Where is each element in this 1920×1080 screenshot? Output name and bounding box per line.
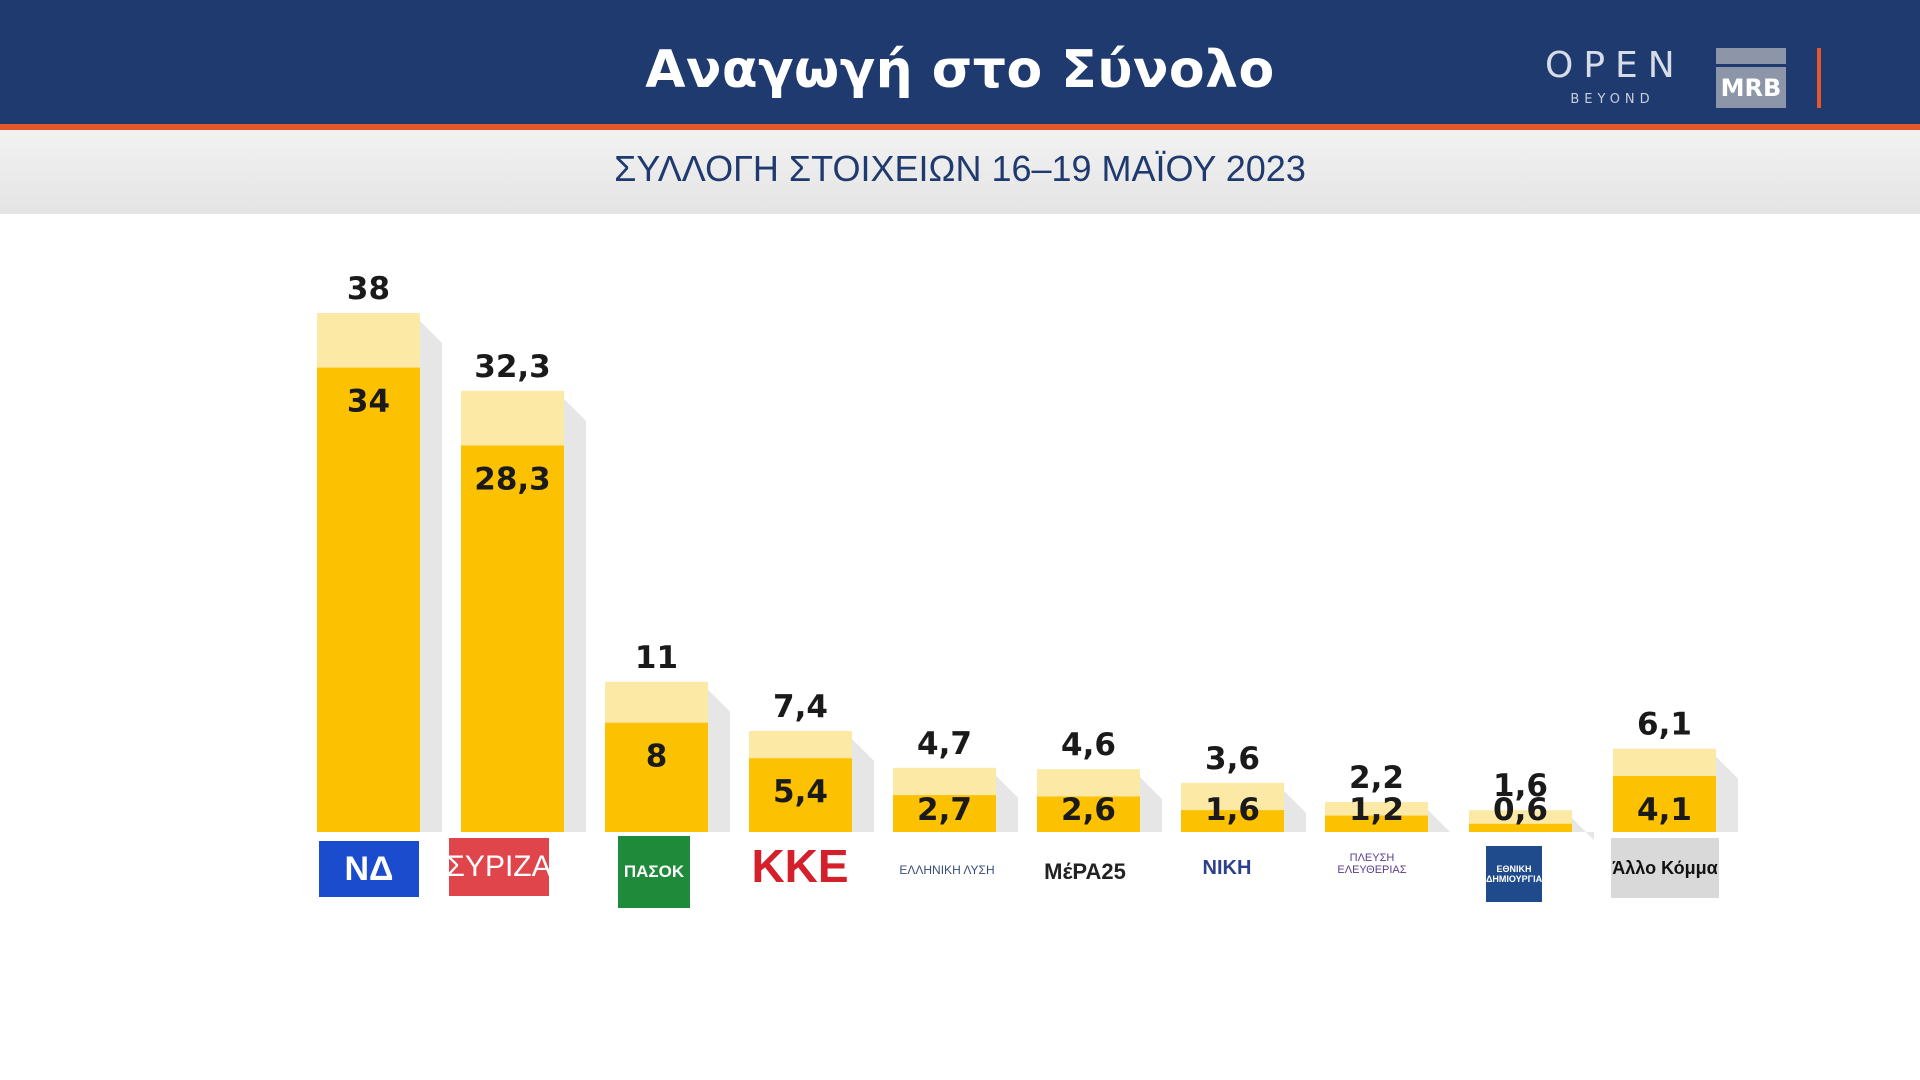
bar-shadow <box>708 689 730 832</box>
bar-inner-label: 5,4 <box>773 774 828 810</box>
bar-inner-label: 2,7 <box>917 792 972 828</box>
bar-shadow <box>1140 777 1162 832</box>
bar-shadow <box>852 738 874 832</box>
page-subtitle: ΣΥΛΛΟΓΗ ΣΤΟΙΧΕΙΩΝ 16–19 ΜΑΪΟΥ 2023 <box>614 148 1306 189</box>
party-logo-pasok: ΠΑΣΟΚ <box>618 836 690 908</box>
bar-shadow <box>420 321 442 832</box>
subheader-band <box>0 130 1920 214</box>
bar-shadow <box>564 398 586 832</box>
bar-shadow <box>996 775 1018 832</box>
bar-inner-label: 28,3 <box>474 461 551 497</box>
bar-total-label: 32,3 <box>474 349 551 385</box>
bar-inner-label: 1,2 <box>1349 792 1404 828</box>
bar-inner <box>605 722 708 832</box>
bar-inner-label: 8 <box>646 739 668 775</box>
bar-total-label: 4,7 <box>917 726 972 762</box>
bar-inner <box>317 367 420 832</box>
bar-inner <box>1181 810 1284 832</box>
party-logo-syriza: ΣΥΡΙΖΑ <box>446 838 552 896</box>
bar-total-label: 6,1 <box>1637 707 1692 743</box>
bar-shadow <box>1716 756 1738 832</box>
page-title: Αναγωγή στο Σύνολο <box>645 40 1275 100</box>
party-logo-plefsi: ΠΛΕΥΣΗ ΕΛΕΥΘΕΡΙΑΣ <box>1337 852 1407 876</box>
bar-inner-label: 1,6 <box>1205 792 1260 828</box>
bar-total-label: 4,6 <box>1061 727 1116 763</box>
mrb-logo: MRB <box>1716 48 1786 108</box>
bar-shadow <box>1284 790 1306 832</box>
bar-inner <box>1037 796 1140 832</box>
bar-inner <box>1613 776 1716 832</box>
party-logo-kke: ΚΚΕ <box>751 840 849 892</box>
party-logo-other: Άλλο Κόμμα <box>1611 838 1719 898</box>
party-logo-nd: ΝΔ <box>319 841 419 897</box>
bar-inner-label: 0,6 <box>1493 792 1548 828</box>
bar-inner-label: 4,1 <box>1637 792 1692 828</box>
bar-total-label: 7,4 <box>773 689 828 725</box>
bar-inner <box>461 445 564 832</box>
brand-separator <box>1817 48 1821 108</box>
bar-total-label: 2,2 <box>1349 760 1404 796</box>
bar-total-label: 3,6 <box>1205 741 1260 777</box>
bar-total-label: 38 <box>347 271 390 307</box>
header-accent-line <box>0 124 1920 130</box>
bar-shadow <box>1428 809 1450 832</box>
bar-shadow <box>1572 818 1594 841</box>
bar-inner-label: 34 <box>347 384 390 420</box>
bar-inner <box>893 795 996 832</box>
bar-total-label: 1,6 <box>1493 768 1548 804</box>
bar-inner <box>1325 815 1428 832</box>
open-brand-tagline: BEYOND <box>1570 92 1655 107</box>
party-logo-niki: ΝΙΚΗ <box>1202 856 1252 879</box>
party-logo-elliniki-lysi: ΕΛΛΗΝΙΚΗ ΛΥΣΗ <box>899 863 995 877</box>
party-logo-ethniki-dimiourgia: ΕΘΝΙΚΗ ΔΗΜΙΟΥΡΓΙΑ <box>1486 846 1542 902</box>
bar-inner <box>1469 823 1572 832</box>
header-bar <box>0 0 1920 124</box>
party-logo-mera25: ΜέΡΑ25 <box>1044 859 1126 884</box>
bar-total-label: 11 <box>635 640 678 676</box>
bar-inner <box>749 758 852 832</box>
open-brand-logo: OPEN <box>1545 45 1685 86</box>
bar-inner-label: 2,6 <box>1061 792 1116 828</box>
